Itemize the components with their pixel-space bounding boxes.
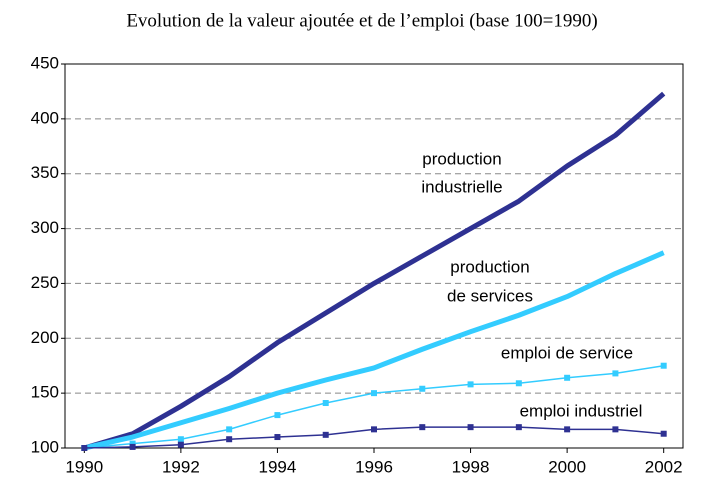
annotation: production	[450, 257, 529, 276]
point-marker	[660, 362, 667, 369]
annotation: production	[422, 149, 501, 168]
y-tick-label: 300	[31, 218, 59, 237]
x-tick-label: 1992	[162, 457, 200, 476]
y-tick-label: 450	[31, 53, 59, 72]
point-marker	[467, 424, 474, 431]
series-line	[83, 250, 665, 451]
point-marker	[371, 390, 377, 397]
point-marker	[274, 412, 281, 419]
y-tick-label: 350	[31, 163, 59, 182]
annotation: de services	[447, 286, 533, 305]
point-marker	[129, 440, 136, 447]
point-marker	[660, 430, 667, 437]
point-marker	[226, 436, 233, 443]
point-marker	[564, 374, 571, 381]
point-marker	[226, 426, 233, 433]
x-tick-label: 2002	[645, 457, 683, 476]
point-marker	[419, 385, 426, 392]
point-marker	[612, 426, 619, 433]
plot-frame	[64, 63, 684, 449]
x-tick-label: 1998	[452, 457, 490, 476]
point-marker	[371, 426, 377, 433]
annotation: emploi industriel	[520, 401, 643, 420]
chart-title: Evolution de la valeur ajoutée et de l’e…	[126, 10, 597, 31]
y-tick-label: 100	[31, 437, 59, 456]
x-tick-label: 2000	[548, 457, 586, 476]
point-marker	[515, 424, 522, 431]
series-line	[83, 91, 666, 451]
point-marker	[322, 400, 329, 407]
point-marker	[515, 380, 522, 387]
point-marker	[564, 426, 571, 433]
point-marker	[612, 370, 619, 377]
point-marker	[274, 434, 281, 441]
point-marker	[177, 441, 184, 448]
x-tick-label: 1996	[355, 457, 393, 476]
point-marker	[467, 381, 474, 388]
annotation: emploi de service	[501, 343, 633, 362]
y-tick-label: 150	[31, 383, 59, 402]
y-tick-label: 400	[31, 108, 59, 127]
y-tick-label: 250	[31, 273, 59, 292]
point-marker	[177, 436, 184, 443]
y-tick-label: 200	[31, 328, 59, 347]
point-marker	[129, 443, 136, 450]
x-tick-label: 1994	[259, 457, 297, 476]
annotation: industrielle	[421, 177, 502, 196]
point-marker	[419, 424, 426, 431]
point-marker	[81, 445, 88, 451]
x-tick-label: 1990	[65, 457, 103, 476]
point-marker	[322, 431, 329, 438]
